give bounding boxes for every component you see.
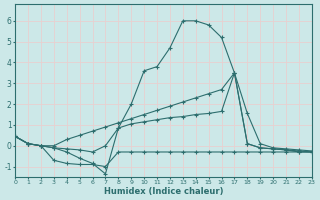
X-axis label: Humidex (Indice chaleur): Humidex (Indice chaleur) <box>104 187 223 196</box>
